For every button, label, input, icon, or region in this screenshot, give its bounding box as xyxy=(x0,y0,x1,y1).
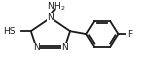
Text: N: N xyxy=(47,13,54,22)
Text: N: N xyxy=(33,43,40,52)
Text: NH$_2$: NH$_2$ xyxy=(47,1,65,13)
Text: F: F xyxy=(127,30,133,39)
Text: HS: HS xyxy=(3,27,15,36)
Text: N: N xyxy=(61,43,68,52)
